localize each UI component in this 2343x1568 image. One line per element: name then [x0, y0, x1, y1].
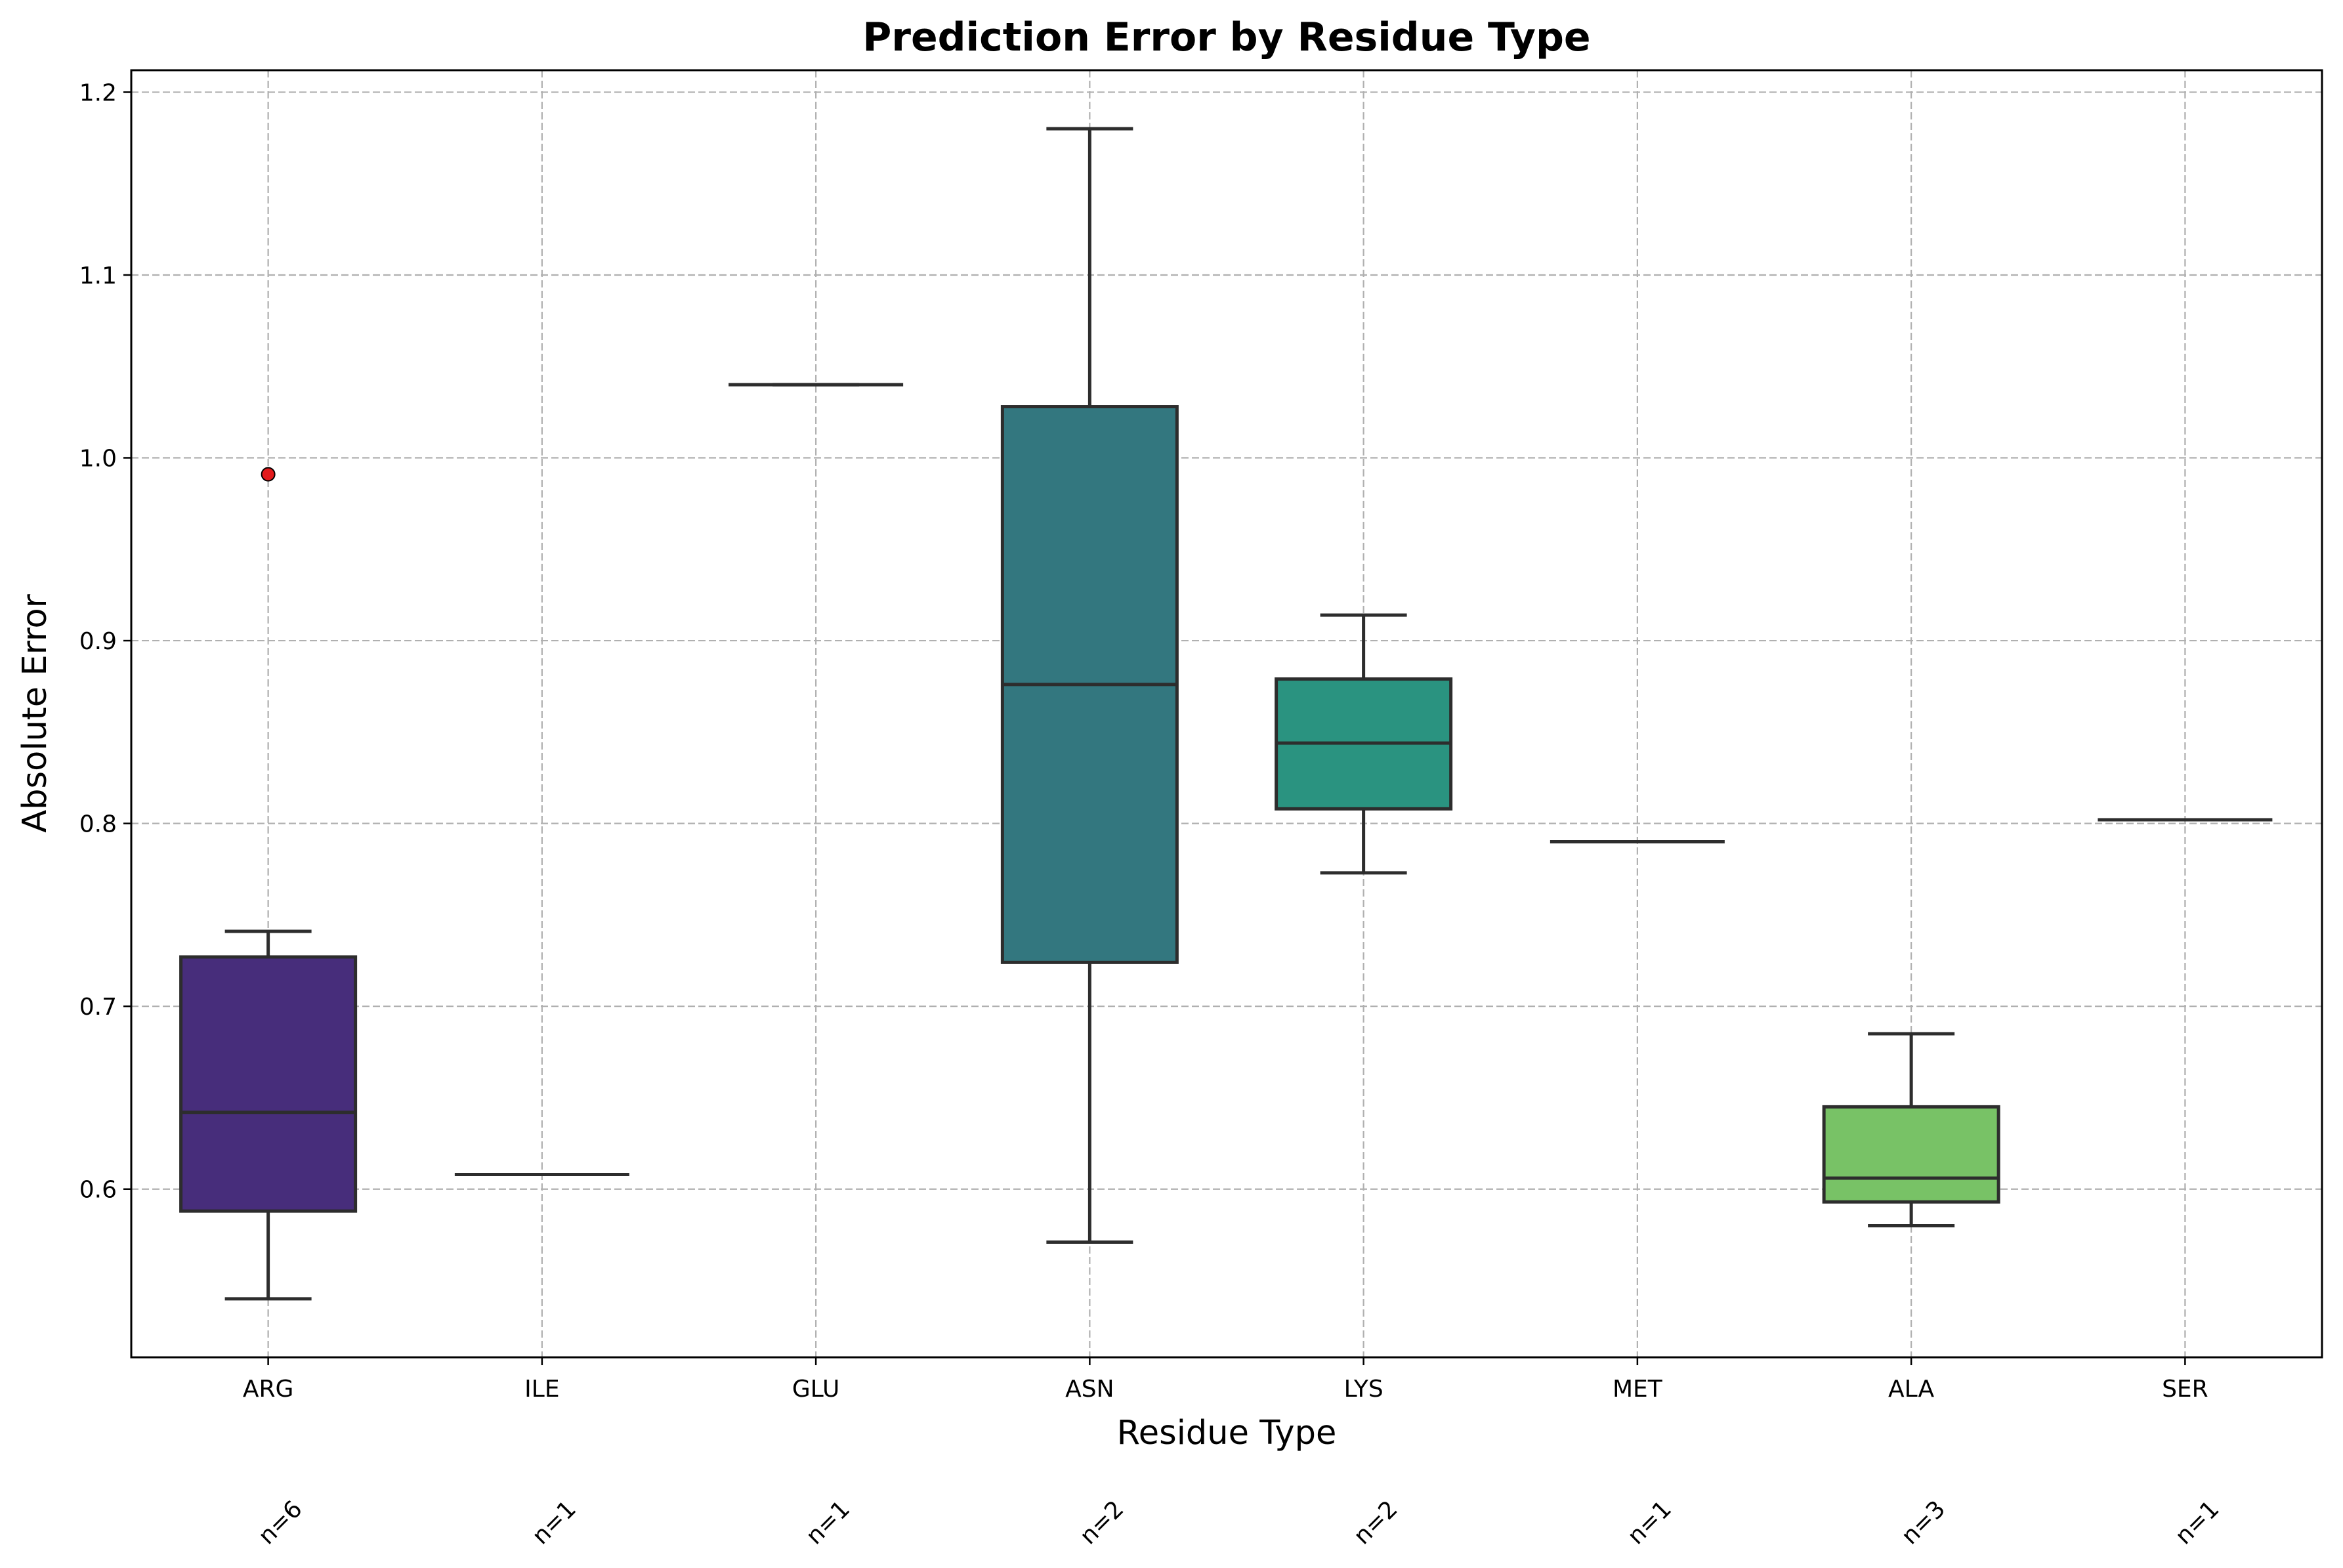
x-tick-label: ILE [524, 1376, 559, 1403]
count-label: n=6 [253, 1496, 308, 1550]
box-asn [1000, 127, 1179, 1244]
y-tick-label: 0.7 [79, 994, 117, 1021]
count-label: n=1 [801, 1496, 855, 1550]
box-arg [179, 467, 358, 1301]
box-ala [1822, 1032, 2000, 1227]
y-axis-ticks: 0.6 0.7 0.8 0.9 1.0 1.1 1.2 [79, 79, 131, 1204]
x-tick-label: LYS [1344, 1376, 1383, 1403]
iqr-box [1822, 1105, 2000, 1204]
count-label: n=1 [1622, 1496, 1677, 1550]
y-tick-label: 0.9 [79, 628, 117, 655]
count-label: n=3 [1896, 1496, 1951, 1550]
chart-title: Prediction Error by Residue Type [862, 14, 1590, 60]
x-tick-label: SER [2162, 1376, 2208, 1403]
y-tick-label: 1.1 [79, 263, 117, 289]
x-tick-label: GLU [792, 1376, 840, 1403]
iqr-box [179, 955, 358, 1213]
count-labels: n=6 n=1 n=1 n=2 n=2 n=1 n=3 n=1 [253, 1496, 2224, 1550]
count-label: n=2 [1075, 1496, 1129, 1550]
count-label: n=2 [1349, 1496, 1403, 1550]
y-tick-label: 0.8 [79, 811, 117, 838]
count-label: n=1 [2170, 1496, 2225, 1550]
x-axis-ticks: ARG ILE GLU ASN LYS MET ALA SER [243, 1357, 2208, 1403]
plot-frame [130, 69, 2323, 1359]
x-tick-label: ASN [1065, 1376, 1114, 1403]
outlier-point [261, 467, 276, 482]
y-axis-label: Absolute Error [16, 594, 54, 832]
x-tick-label: MET [1613, 1376, 1663, 1403]
x-tick-label: ALA [1888, 1376, 1935, 1403]
box-lys [1275, 613, 1453, 875]
y-tick-label: 1.0 [79, 446, 117, 473]
x-tick-label: ARG [243, 1376, 294, 1403]
y-tick-label: 1.2 [79, 79, 117, 106]
box-plots [179, 127, 2273, 1301]
x-axis-label: Residue Type [1117, 1414, 1337, 1452]
y-tick-label: 0.6 [79, 1177, 117, 1204]
count-label: n=1 [527, 1496, 581, 1550]
